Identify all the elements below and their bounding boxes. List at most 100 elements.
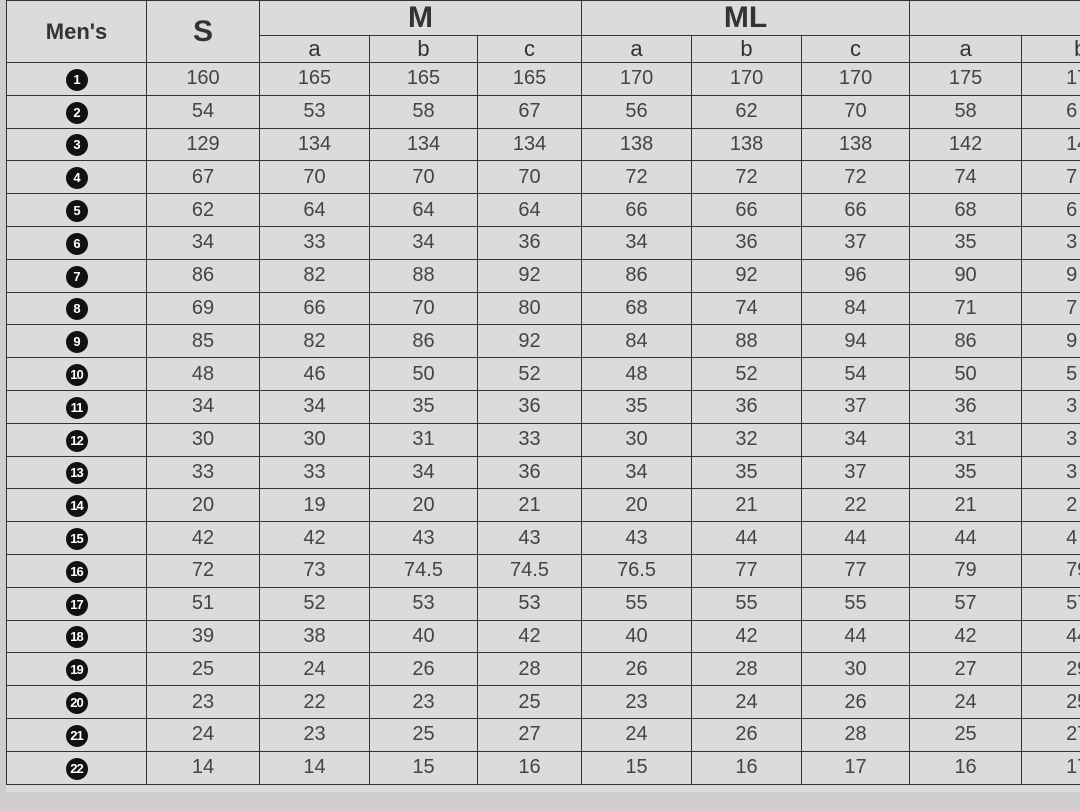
table-row: 19252426282628302729 (6, 652, 1080, 687)
row-number-cell: 21 (6, 717, 147, 752)
circled-number-icon: 10 (65, 364, 88, 387)
measurement-cell: 27 (1021, 717, 1080, 752)
row-number-cell: 19 (6, 652, 147, 687)
table-row: 13 33 33 34 36 34 35 37 35 3 (6, 455, 1080, 490)
measurement-cell: 58 (909, 94, 1023, 129)
measurement-cell: 33 (476, 422, 583, 457)
row-number-cell: 7 (6, 258, 147, 293)
measurement-cell: 20 (369, 488, 478, 523)
measurement-cell: 23 (146, 685, 260, 719)
measurement-cell: 3 (1021, 455, 1080, 490)
measurement-cell: 50 (909, 357, 1023, 391)
measurement-cell: 16 (476, 750, 583, 785)
circled-number-icon: 11 (65, 396, 88, 419)
measurement-cell: 23 (369, 685, 478, 719)
row-number-cell: 12 (6, 422, 147, 457)
measurement-cell: 72 (801, 160, 911, 195)
table-row: 21242325272426282527 (6, 717, 1080, 752)
measurement-cell: 84 (801, 291, 911, 326)
row-number-cell: 6 (6, 225, 147, 260)
measurement-cell: 66 (581, 193, 693, 227)
measurement-cell: 40 (369, 619, 478, 654)
measurement-cell: 16 (691, 750, 803, 785)
measurement-cell: 14 (1021, 127, 1080, 162)
table-row: 116016516516517017017017517 (6, 62, 1080, 96)
table-row: 18393840424042444244 (6, 619, 1080, 654)
measurement-cell: 36 (691, 389, 803, 424)
circled-number-icon: 8 (65, 298, 88, 321)
row-number-cell: 4 (6, 160, 147, 195)
measurement-cell: 55 (691, 586, 803, 621)
sub-ml-b: b (691, 35, 803, 63)
measurement-cell: 6 (1021, 193, 1080, 227)
measurement-cell: 74.5 (369, 553, 478, 588)
measurement-cell: 36 (476, 225, 583, 260)
circled-number-icon: 12 (65, 429, 88, 452)
measurement-cell: 24 (691, 685, 803, 719)
measurement-cell: 26 (801, 685, 911, 719)
measurement-cell: 68 (581, 291, 693, 326)
measurement-cell: 17 (1021, 750, 1080, 785)
measurement-cell: 72 (581, 160, 693, 195)
measurement-cell: 20 (581, 488, 693, 523)
measurement-cell: 24 (909, 685, 1023, 719)
measurement-cell: 15 (369, 750, 478, 785)
header-size-l: L (909, 0, 1080, 36)
measurement-cell: 17 (801, 750, 911, 785)
circled-number-icon: 21 (65, 724, 88, 747)
measurement-cell: 138 (801, 127, 911, 162)
measurement-cell: 7 (1021, 160, 1080, 195)
measurement-cell: 85 (146, 324, 260, 359)
measurement-cell: 74 (691, 291, 803, 326)
measurement-cell: 42 (259, 521, 370, 555)
circled-number-icon: 20 (65, 692, 88, 715)
measurement-cell: 15 (581, 750, 693, 785)
measurement-cell: 28 (476, 652, 583, 687)
measurement-cell: 88 (369, 258, 478, 293)
measurement-cell: 64 (476, 193, 583, 227)
table-row: 2 54 53 58 67 56 62 70 58 6 (6, 94, 1080, 129)
measurement-cell: 134 (259, 127, 370, 162)
measurement-cell: 53 (369, 586, 478, 621)
measurement-cell: 90 (909, 258, 1023, 293)
measurement-cell: 170 (691, 62, 803, 96)
measurement-cell: 86 (581, 258, 693, 293)
row-number-cell: 13 (6, 455, 147, 490)
measurement-cell: 22 (801, 488, 911, 523)
measurement-cell: 79 (1021, 553, 1080, 588)
circled-number-icon: 9 (65, 331, 88, 354)
measurement-cell: 160 (146, 62, 260, 96)
measurement-cell: 44 (801, 521, 911, 555)
table-row: 15 42 42 43 43 43 44 44 44 4 (6, 521, 1080, 555)
row-number-cell: 10 (6, 357, 147, 391)
measurement-cell: 86 (909, 324, 1023, 359)
measurement-cell: 84 (581, 324, 693, 359)
measurement-cell: 36 (909, 389, 1023, 424)
sub-m-c: c (476, 35, 583, 63)
measurement-cell: 14 (259, 750, 370, 785)
measurement-cell: 51 (146, 586, 260, 621)
measurement-cell: 42 (909, 619, 1023, 654)
sub-m-b: b (369, 35, 478, 63)
row-number-cell: 14 (6, 488, 147, 523)
measurement-cell: 16 (909, 750, 1023, 785)
row-number-cell: 22 (6, 750, 147, 785)
measurement-cell: 165 (476, 62, 583, 96)
measurement-cell: 82 (259, 258, 370, 293)
row-number-cell: 16 (6, 553, 147, 588)
measurement-cell: 19 (259, 488, 370, 523)
measurement-cell: 64 (259, 193, 370, 227)
measurement-cell: 82 (259, 324, 370, 359)
measurement-cell: 9 (1021, 258, 1080, 293)
measurement-cell: 48 (146, 357, 260, 391)
measurement-cell: 66 (691, 193, 803, 227)
measurement-cell: 24 (581, 717, 693, 752)
measurement-cell: 26 (581, 652, 693, 687)
row-number-cell: 3 (6, 127, 147, 162)
row-number-cell: 5 (6, 193, 147, 227)
measurement-cell: 44 (691, 521, 803, 555)
measurement-cell: 79 (909, 553, 1023, 588)
measurement-cell: 86 (146, 258, 260, 293)
measurement-cell: 28 (691, 652, 803, 687)
